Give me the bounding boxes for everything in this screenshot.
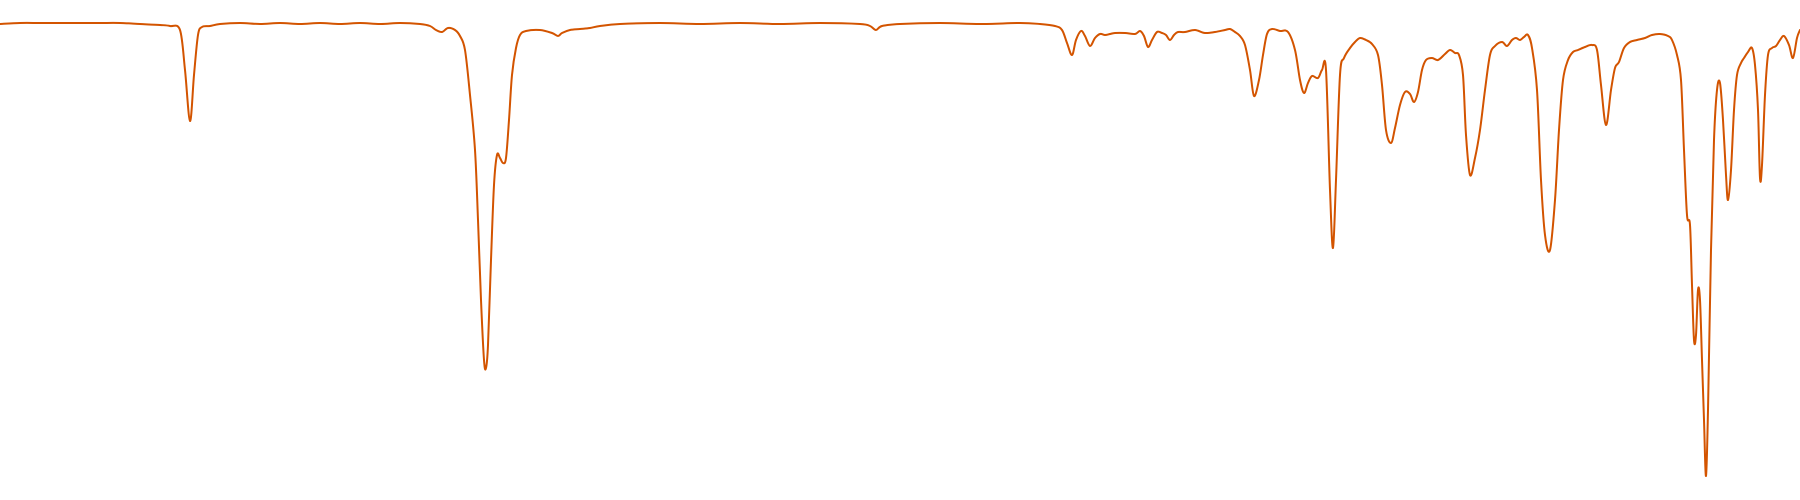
series-layer [0,21,1800,478]
series-line-1 [0,21,1800,478]
